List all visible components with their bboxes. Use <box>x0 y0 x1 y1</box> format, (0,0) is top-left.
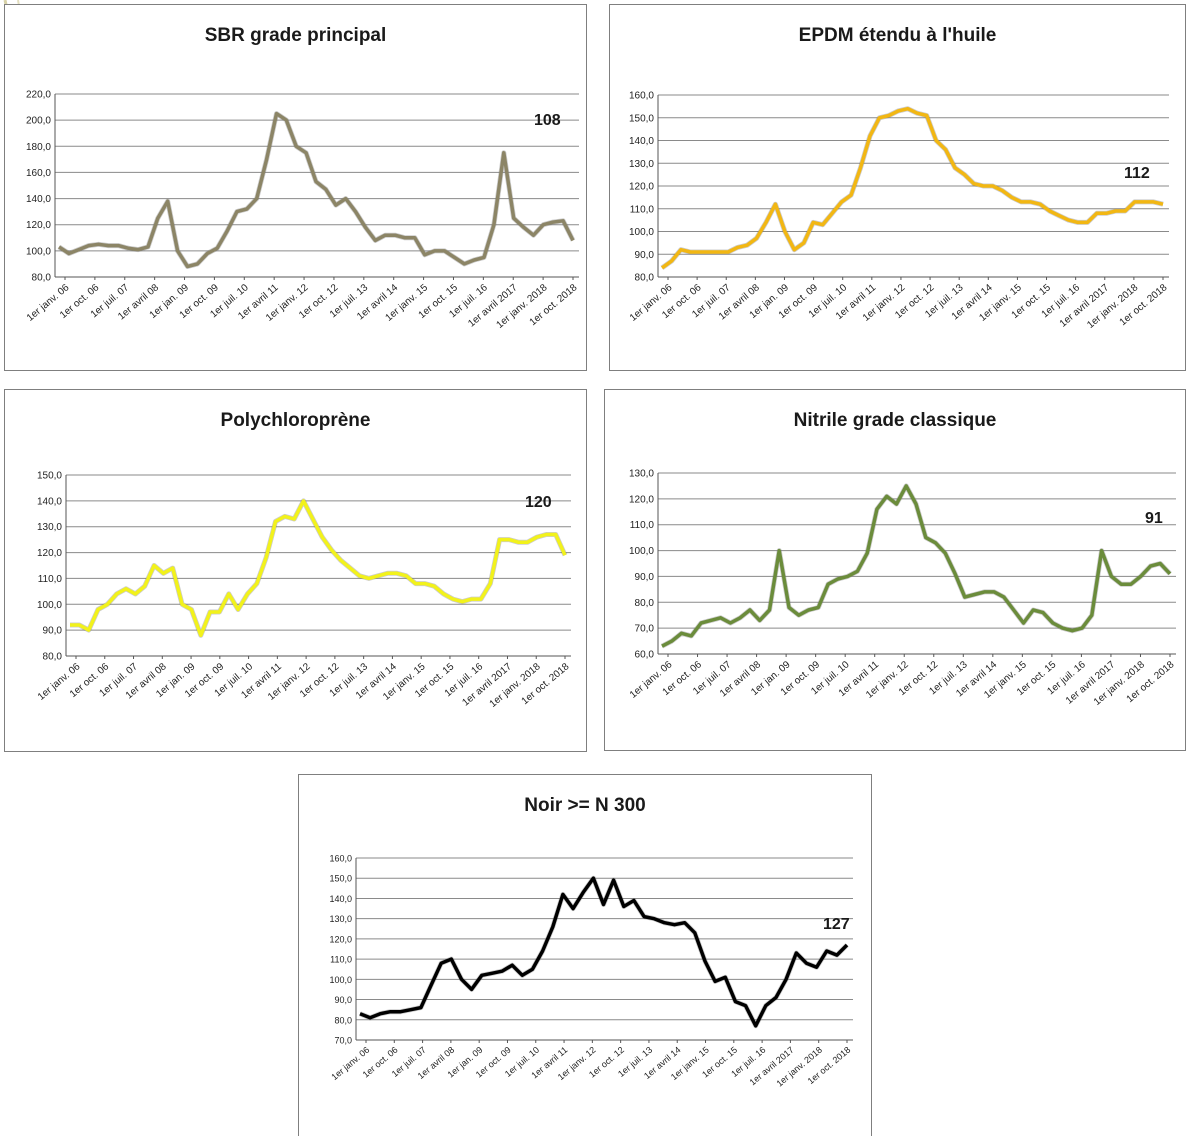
x-tick-label: 1er janv. 2018 <box>1092 659 1147 708</box>
series-line <box>661 484 1172 648</box>
y-tick-label: 160,0 <box>629 91 654 102</box>
chart-panel-epdm: 80,0 90,0 100,0 110,0 120,0 130,0 140,0 150,0 16… <box>609 4 1186 371</box>
y-tick-label: 90,0 <box>334 995 352 1005</box>
y-tick-label: 220,0 <box>26 90 51 101</box>
end-value-label: 91 <box>1145 510 1163 527</box>
y-tick-label: 150,0 <box>329 874 352 884</box>
y-tick-label: 140,0 <box>629 136 654 147</box>
y-tick-label: 130,0 <box>37 522 62 533</box>
chart-plot-noir: 70,0 80,0 90,0 100,0 110,0 120,0 130,0 140,0 150… <box>329 854 853 1089</box>
y-tick-label: 110,0 <box>330 955 352 965</box>
y-tick-label: 90,0 <box>43 626 63 637</box>
end-value-label: 108 <box>534 112 561 129</box>
y-tick-label: 130,0 <box>329 914 352 924</box>
end-value-label: 127 <box>823 916 850 933</box>
y-tick-label: 100,0 <box>629 227 654 238</box>
y-tick-label: 70,0 <box>334 1036 352 1046</box>
y-tick-label: 100,0 <box>26 246 51 257</box>
chart-panel-polychloroprene: 80,0 90,0 100,0 110,0 120,0 130,0 140,0 150,0 1e… <box>4 389 587 752</box>
y-tick-label: 120,0 <box>629 182 654 193</box>
chart-panel-sbr: 80,0 100,0 120,0 140,0 160,0 180,0 200,0 220,0 1… <box>4 4 587 371</box>
series-line-shadow <box>660 106 1164 270</box>
y-tick-label: 150,0 <box>37 471 62 482</box>
y-tick-label: 110,0 <box>38 574 63 585</box>
y-tick-label: 120,0 <box>329 934 352 944</box>
chart-panel-noir: 70,0 80,0 90,0 100,0 110,0 120,0 130,0 140,0 150… <box>298 774 872 1136</box>
y-tick-label: 60,0 <box>635 650 655 661</box>
series-line-shadow <box>70 498 568 638</box>
y-tick-label: 90,0 <box>635 250 655 261</box>
y-tick-label: 80,0 <box>43 652 63 663</box>
y-tick-label: 100,0 <box>629 546 654 557</box>
y-tick-label: 200,0 <box>26 116 51 127</box>
y-tick-label: 80,0 <box>32 273 52 284</box>
y-tick-label: 100,0 <box>37 600 62 611</box>
y-tick-label: 120,0 <box>26 220 51 231</box>
chart-title: Nitrile grade classique <box>793 410 997 431</box>
y-tick-label: 180,0 <box>26 142 51 153</box>
chart-title: Polychloroprène <box>220 410 371 431</box>
y-tick-label: 140,0 <box>26 194 51 205</box>
y-tick-label: 150,0 <box>629 113 654 124</box>
series-line <box>660 106 1164 270</box>
chart-plot-polychloroprene: 80,090,0100,0110,0120,0130,0140,0150,01e… <box>36 471 572 710</box>
y-tick-label: 120,0 <box>37 548 62 559</box>
chart-plot-sbr: 80,0 100,0 120,0 140,0 160,0 180,0 200,0 220,0 1… <box>25 90 580 331</box>
chart-panel-nitrile: 60,0 70,0 80,0 90,0 100,0 110,0 120,0 130,0 1er … <box>604 389 1186 751</box>
series-line-shadow <box>57 111 576 269</box>
y-tick-label: 120,0 <box>629 494 654 505</box>
y-tick-label: 110,0 <box>630 204 655 215</box>
end-value-label: 120 <box>525 494 552 511</box>
y-tick-label: 130,0 <box>629 469 654 480</box>
chart-title: EPDM étendu à l'huile <box>798 25 997 46</box>
y-tick-label: 160,0 <box>329 854 352 864</box>
chart-plot-nitrile: 60,0 70,0 80,0 90,0 100,0 110,0 120,0 130,0 1er … <box>628 469 1177 708</box>
series-line <box>70 499 567 638</box>
series-line <box>58 111 575 269</box>
y-tick-label: 90,0 <box>635 572 655 583</box>
y-tick-label: 80,0 <box>635 273 655 284</box>
chart-title: SBR grade principal <box>204 25 387 46</box>
chart-plot-epdm: 80,0 90,0 100,0 110,0 120,0 130,0 140,0 150,0 16… <box>628 91 1170 331</box>
y-tick-label: 100,0 <box>329 975 352 985</box>
series-line <box>359 876 849 1028</box>
y-tick-label: 130,0 <box>629 159 654 170</box>
y-tick-label: 80,0 <box>635 598 655 609</box>
end-value-label: 112 <box>1124 165 1150 182</box>
y-tick-label: 160,0 <box>26 168 51 179</box>
y-tick-label: 70,0 <box>635 624 655 635</box>
y-tick-label: 80,0 <box>334 1015 352 1025</box>
y-tick-label: 140,0 <box>329 894 352 904</box>
y-tick-label: 140,0 <box>37 496 62 507</box>
chart-title: Noir >= N 300 <box>524 795 646 816</box>
y-tick-label: 110,0 <box>630 520 655 531</box>
